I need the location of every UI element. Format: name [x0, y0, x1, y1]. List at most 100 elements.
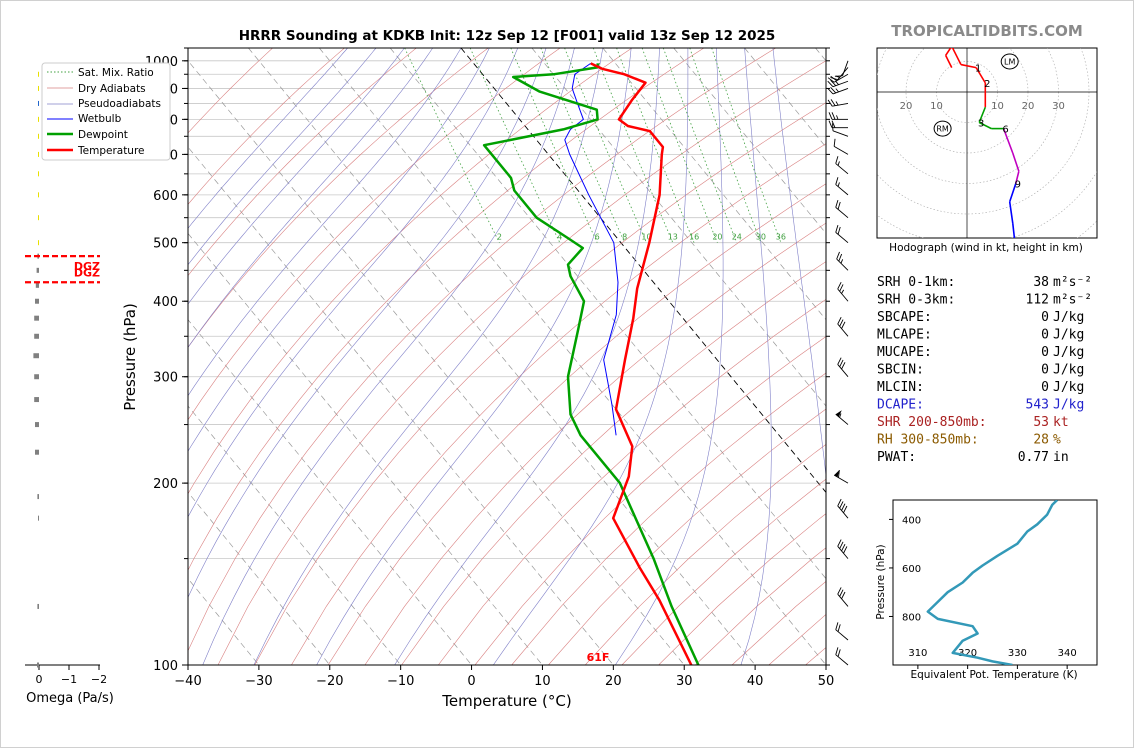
wind-barb	[837, 539, 849, 559]
isotherm-line	[460, 48, 826, 494]
isotherm-line	[389, 48, 826, 580]
hodo-ring-label: 30	[1052, 101, 1065, 112]
dry-adiabat-line	[364, 222, 826, 665]
barb-flag	[837, 281, 842, 290]
barb-flag	[827, 88, 834, 95]
x-tick-label: 40	[747, 674, 764, 689]
index-label: PWAT:	[877, 450, 916, 465]
y-tick-label: 100	[153, 659, 178, 674]
isotherm-line	[188, 405, 401, 665]
omega-bar	[35, 422, 39, 428]
storm-marker-label: RM	[936, 125, 949, 134]
barb-flag	[827, 99, 833, 107]
hodo-height-label: 2	[984, 79, 990, 90]
omega-bar	[34, 315, 39, 321]
omega-bar	[38, 192, 39, 198]
y-tick-label: 200	[153, 477, 178, 492]
barb-flag	[841, 503, 846, 511]
barb-staff	[835, 232, 849, 244]
mixing-ratio-label: 30	[756, 233, 766, 242]
index-value: 112	[1026, 293, 1049, 308]
index-unit: m²s⁻²	[1053, 293, 1092, 308]
barb-pennant	[834, 470, 840, 478]
legend-label-dry: Dry Adiabats	[78, 83, 146, 95]
dry-adiabat-line	[188, 48, 561, 421]
barb-flag	[830, 75, 838, 82]
wind-barb	[827, 73, 849, 83]
storm-marker-lm	[1000, 53, 1019, 70]
hodo-segment	[1011, 223, 1016, 238]
index-value: 0	[1041, 310, 1049, 325]
x-tick-label: −10	[387, 674, 414, 689]
dgz-label: DGZ	[74, 260, 100, 273]
skewt-ylabel: Pressure (hPa)	[121, 303, 139, 411]
barb-staff	[832, 130, 849, 137]
index-unit: m²s⁻²	[1053, 275, 1092, 290]
x-tick-label: −30	[245, 674, 272, 689]
wind-barb	[828, 120, 848, 129]
wind-barbs	[827, 60, 849, 666]
barb-staff	[835, 629, 849, 641]
index-value: 0	[1041, 363, 1049, 378]
x-tick-label: −20	[316, 674, 343, 689]
pseudoadiabat-line	[188, 48, 519, 518]
barb-half	[837, 161, 840, 166]
mixing-ratio-label: 10	[641, 233, 651, 242]
dry-adiabat-line	[188, 48, 705, 571]
x-tick-label: 10	[534, 674, 551, 689]
mixing-ratio-label: 2	[497, 233, 502, 242]
index-unit: J/kg	[1053, 345, 1084, 360]
barb-flag	[828, 112, 833, 120]
pseudoadiabat-line	[188, 48, 433, 348]
omega-bar	[38, 100, 39, 106]
legend-label-wetbulb: Wetbulb	[78, 113, 122, 125]
hodo-segment	[960, 63, 977, 69]
thetae-xlabel: Equivalent Pot. Temperature (K)	[910, 669, 1077, 681]
dry-adiabat-line	[188, 48, 417, 277]
wind-barb	[837, 317, 849, 337]
index-unit: in	[1053, 450, 1069, 465]
omega-bar	[35, 282, 39, 288]
mixing-ratio-label: 8	[622, 233, 627, 242]
trace-temperature	[590, 62, 693, 665]
trace-dewpoint	[482, 63, 700, 665]
indices-table: SRH 0-1km: 38 m²s⁻² SRH 0-3km: 112 m²s⁻² SBCAP…	[877, 275, 1092, 465]
index-value: 0.77	[1018, 450, 1049, 465]
chart-title: HRRR Sounding at KDKB Init: 12z Sep 12 […	[239, 28, 776, 44]
barb-flag	[827, 77, 835, 83]
barb-half	[835, 81, 839, 85]
barb-flag	[837, 624, 841, 632]
hodo-segment	[944, 55, 953, 68]
pseudoadiabat-line	[188, 48, 462, 397]
storm-marker-label: LM	[1004, 58, 1015, 67]
mixing-ratio-label: 36	[776, 233, 786, 242]
barb-staff	[835, 413, 849, 425]
barb-half	[841, 289, 845, 294]
wind-barb	[837, 357, 849, 378]
hodo-segment	[1002, 128, 1014, 154]
thetae-ylabel: Pressure (hPa)	[875, 544, 887, 619]
mixing-ratio-label: 6	[595, 233, 600, 242]
omega-bar	[38, 151, 39, 157]
x-tick-label: 30	[676, 674, 693, 689]
omega-bar	[38, 71, 39, 77]
pseudoadiabat-line	[394, 48, 660, 665]
mixing-ratio-line	[540, 48, 626, 243]
legend-label-mixratio: Sat. Mix. Ratio	[78, 67, 154, 79]
mixing-ratio-line	[616, 48, 695, 243]
dgz-label: DGZ	[74, 266, 100, 279]
legend-label-moist: Pseudoadiabats	[78, 98, 161, 110]
barb-flag	[835, 622, 839, 630]
omega-bar	[34, 397, 39, 403]
hodo-segment	[1015, 171, 1020, 184]
barb-staff	[835, 654, 849, 666]
index-label: MLCAPE:	[877, 328, 932, 343]
pseudoadiabat-line	[188, 48, 377, 266]
index-unit: J/kg	[1053, 380, 1084, 395]
barb-flag	[833, 138, 836, 147]
omega-bar	[38, 515, 39, 521]
thetae-y-tick-label: 600	[902, 564, 921, 575]
hodo-height-label: 6	[1002, 125, 1008, 136]
mixing-ratio-label: 20	[712, 233, 722, 242]
thetae-line	[926, 500, 1059, 665]
